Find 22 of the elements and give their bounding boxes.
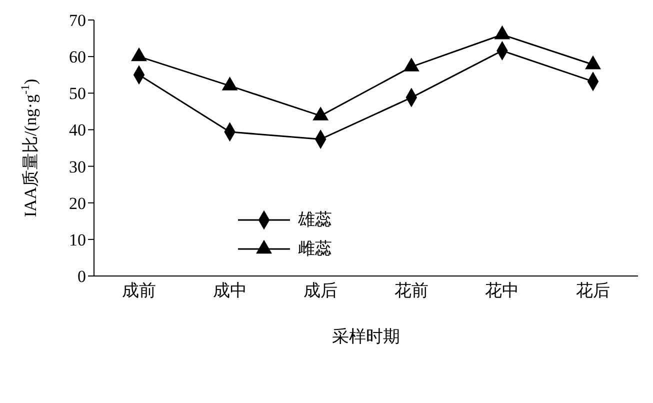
legend-label: 雌蕊 [298,238,332,260]
y-tick-label: 0 [78,267,86,286]
x-tick-label: 成前 [122,281,156,300]
y-tick-label: 20 [69,194,86,213]
y-tick-label: 50 [69,84,86,104]
y-tick-label: 60 [69,48,86,67]
x-tick-label: 成后 [304,281,338,300]
x-tick-label: 花后 [576,281,610,300]
point [494,25,510,40]
point [585,55,601,70]
point [131,47,147,62]
y-tick-label: 40 [69,120,86,140]
point [222,76,238,90]
point [403,58,420,72]
x-axis-title: 采样时期 [332,327,400,346]
x-tick-label: 花中 [485,281,520,300]
legend-label: 雄蕊 [298,209,332,231]
y-tick-label: 10 [69,230,86,250]
y-tick-label: 30 [69,157,86,176]
x-tick-label: 花前 [394,281,428,300]
x-tick-label: 成中 [212,281,247,300]
y-tick-label: 70 [69,11,86,30]
